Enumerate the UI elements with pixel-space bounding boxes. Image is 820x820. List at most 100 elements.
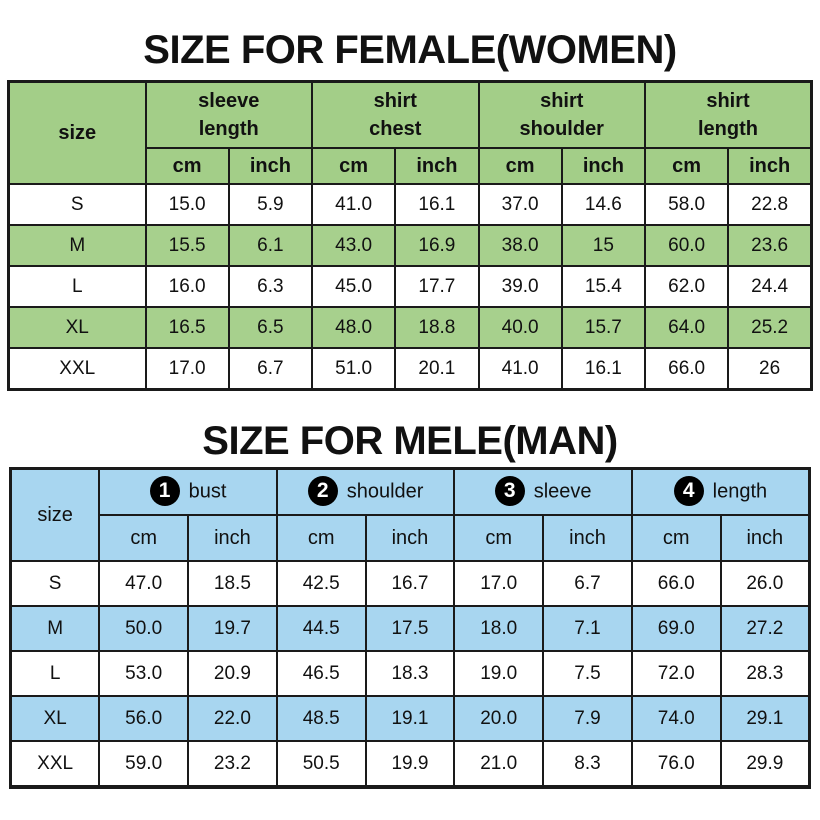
measurement-cell: 15 (560, 224, 647, 267)
unit-header-inch: inch (227, 147, 314, 185)
female-group-header-row: size sleeve length shirt chest shirt sho… (7, 80, 813, 185)
female-group-header-shirt-shoulder: shirt shoulder (477, 80, 646, 149)
measurement-cell: 19.9 (364, 740, 456, 788)
male-table-title: SIZE FOR MELE(MAN) (202, 419, 618, 463)
measurement-cell: 43.0 (310, 224, 397, 267)
male-group-header-length: 4 length (630, 467, 811, 516)
measurement-cell: 16.7 (364, 560, 456, 607)
unit-header-inch: inch (719, 514, 811, 562)
measurement-cell: 50.0 (98, 605, 190, 652)
table-row: XL 56.0 22.0 48.5 19.1 20.0 7.9 74.0 29.1 (9, 695, 811, 742)
measurement-cell: 5.9 (227, 183, 314, 226)
male-size-table: size 1 bust 2 shoulder 3 sleeve 4 length cm … (9, 467, 811, 789)
measurement-cell: 29.9 (719, 740, 811, 788)
size-label-cell: M (9, 605, 101, 652)
measurement-cell: 20.1 (394, 347, 480, 391)
measurement-cell: 7.9 (542, 695, 633, 742)
size-label-cell: S (7, 183, 147, 226)
measurement-cell: 15.0 (144, 183, 230, 226)
measurement-cell: 51.0 (310, 347, 397, 391)
measurement-cell: 47.0 (98, 560, 190, 607)
circled-number-1-icon: 1 (149, 476, 180, 506)
table-row: XXL 59.0 23.2 50.5 19.9 21.0 8.3 76.0 29.9 (9, 740, 811, 788)
measurement-cell: 27.2 (719, 605, 811, 652)
measurement-cell: 60.0 (643, 224, 730, 267)
table-row: S 47.0 18.5 42.5 16.7 17.0 6.7 66.0 26.0 (9, 560, 811, 607)
measurement-cell: 50.5 (275, 740, 367, 788)
measurement-cell: 26.0 (719, 560, 811, 607)
measurement-cell: 6.5 (227, 306, 314, 349)
unit-header-cm: cm (477, 147, 563, 185)
male-group-header-row: size 1 bust 2 shoulder 3 sleeve 4 length (9, 467, 811, 562)
table-row: M 15.5 6.1 43.0 16.9 38.0 15 60.0 23.6 (7, 224, 813, 267)
male-group-label-bust: bust (188, 480, 227, 503)
measurement-cell: 26 (727, 347, 813, 391)
measurement-cell: 18.5 (187, 560, 278, 607)
unit-header-inch: inch (364, 514, 456, 562)
measurement-cell: 7.1 (542, 605, 633, 652)
unit-header-inch: inch (394, 147, 480, 185)
size-label-cell: M (7, 224, 147, 267)
female-unit-header-row: cm inch cm inch cm inch cm inch (9, 147, 813, 185)
measurement-cell: 7.5 (542, 650, 633, 697)
table-row: L 53.0 20.9 46.5 18.3 19.0 7.5 72.0 28.3 (9, 650, 811, 697)
female-size-table: size sleeve length shirt chest shirt sho… (7, 80, 813, 391)
measurement-cell: 6.7 (542, 560, 633, 607)
measurement-cell: 18.3 (364, 650, 456, 697)
unit-header-cm: cm (643, 147, 730, 185)
female-size-column-header: size (7, 80, 147, 185)
measurement-cell: 59.0 (98, 740, 190, 788)
measurement-cell: 72.0 (630, 650, 722, 697)
measurement-cell: 23.2 (187, 740, 278, 788)
measurement-cell: 64.0 (643, 306, 730, 349)
measurement-cell: 16.1 (560, 347, 647, 391)
male-group-header-bust: 1 bust (98, 467, 278, 516)
male-group-label-sleeve: sleeve (533, 480, 592, 503)
size-label-cell: XXL (7, 347, 147, 391)
measurement-cell: 17.5 (364, 605, 456, 652)
unit-header-inch: inch (727, 147, 813, 185)
measurement-cell: 16.5 (144, 306, 230, 349)
male-group-header-shoulder: 2 shoulder (275, 467, 456, 516)
measurement-cell: 15.5 (144, 224, 230, 267)
male-size-column-header: size (9, 467, 101, 562)
measurement-cell: 48.0 (310, 306, 397, 349)
measurement-cell: 29.1 (719, 695, 811, 742)
male-group-header-sleeve: 3 sleeve (453, 467, 633, 516)
measurement-cell: 16.0 (144, 265, 230, 308)
male-group-label-length: length (712, 480, 768, 503)
measurement-cell: 23.6 (727, 224, 813, 267)
female-group-header-shirt-length: shirt length (644, 80, 813, 149)
measurement-cell: 56.0 (98, 695, 190, 742)
table-row: XL 16.5 6.5 48.0 18.8 40.0 15.7 64.0 25.2 (7, 306, 813, 349)
measurement-cell: 42.5 (275, 560, 367, 607)
circled-number-3-icon: 3 (494, 476, 525, 506)
measurement-cell: 20.0 (453, 695, 545, 742)
measurement-cell: 15.4 (560, 265, 647, 308)
measurement-cell: 22.8 (727, 183, 813, 226)
measurement-cell: 66.0 (630, 560, 722, 607)
unit-header-inch: inch (560, 147, 647, 185)
unit-header-cm: cm (98, 514, 190, 562)
measurement-cell: 18.8 (394, 306, 480, 349)
size-label-cell: XXL (9, 740, 101, 788)
measurement-cell: 45.0 (310, 265, 397, 308)
measurement-cell: 28.3 (719, 650, 811, 697)
measurement-cell: 17.0 (453, 560, 545, 607)
measurement-cell: 17.7 (394, 265, 480, 308)
measurement-cell: 37.0 (477, 183, 563, 226)
unit-header-cm: cm (144, 147, 230, 185)
female-group-header-sleeve-length: sleeve length (144, 80, 313, 149)
measurement-cell: 15.7 (560, 306, 647, 349)
measurement-cell: 44.5 (275, 605, 367, 652)
measurement-cell: 39.0 (477, 265, 563, 308)
measurement-cell: 6.7 (227, 347, 314, 391)
measurement-cell: 25.2 (727, 306, 813, 349)
measurement-cell: 66.0 (643, 347, 730, 391)
male-unit-header-row: cm inch cm inch cm inch cm inch (11, 514, 811, 562)
table-row: L 16.0 6.3 45.0 17.7 39.0 15.4 62.0 24.4 (7, 265, 813, 308)
measurement-cell: 38.0 (477, 224, 563, 267)
measurement-cell: 48.5 (275, 695, 367, 742)
measurement-cell: 16.1 (394, 183, 480, 226)
